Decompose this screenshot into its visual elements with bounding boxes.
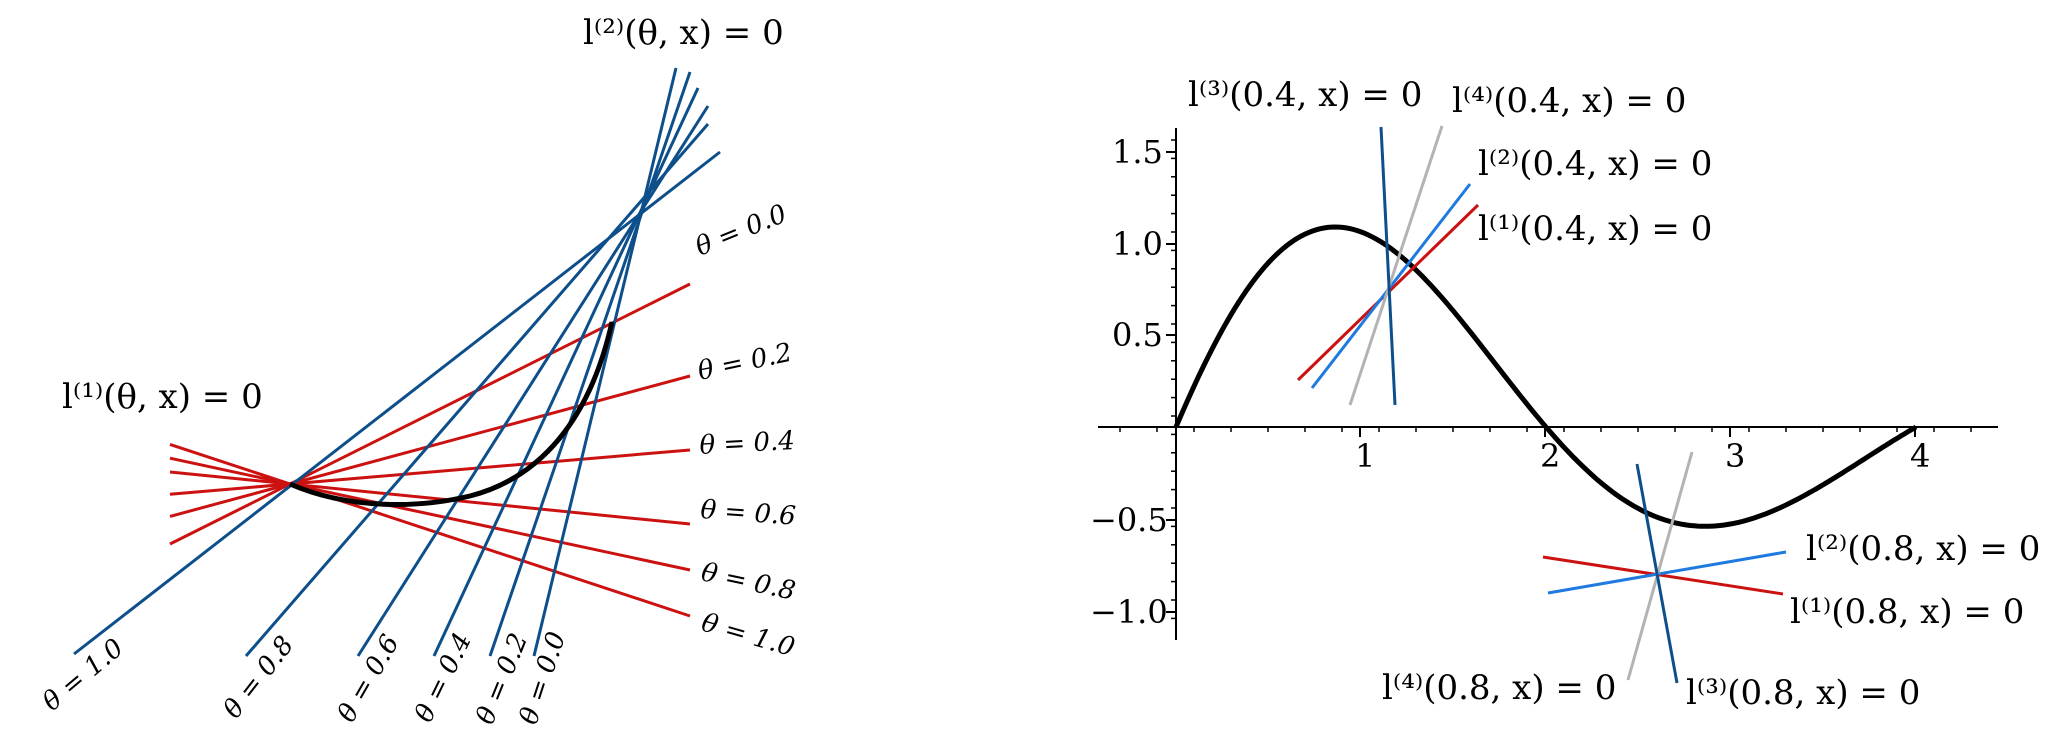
red-line bbox=[169, 442, 691, 618]
l1-label: l⁽¹⁾(θ, x) = 0 bbox=[62, 377, 263, 417]
label-l4-04: l⁽⁴⁾(0.4, x) = 0 bbox=[1452, 81, 1686, 121]
y-tick-label: 0.5 bbox=[1112, 316, 1163, 354]
right-panel: 1 2 3 4 1.5 1.0 0.5 −0.5 −1.0 l⁽³⁾(0.4, … bbox=[1090, 75, 2040, 713]
y-tick-label: −1.0 bbox=[1090, 593, 1168, 631]
solution-curve bbox=[289, 321, 615, 508]
red-theta-label: θ = 0.4 bbox=[699, 426, 796, 461]
blue-line bbox=[432, 87, 700, 657]
red-line bbox=[169, 456, 691, 572]
y-tick-label: −0.5 bbox=[1090, 501, 1168, 539]
label-l3-04: l⁽³⁾(0.4, x) = 0 bbox=[1188, 75, 1422, 115]
x-tick-label: 4 bbox=[1910, 437, 1930, 475]
blue-line bbox=[244, 123, 710, 657]
l2-label: l⁽²⁾(θ, x) = 0 bbox=[583, 13, 784, 53]
l2-line-0.4 bbox=[1310, 183, 1472, 389]
red-line bbox=[169, 448, 691, 496]
l4-line-0.8 bbox=[1626, 451, 1694, 681]
label-l2-08: l⁽²⁾(0.8, x) = 0 bbox=[1806, 529, 2040, 569]
l3-line-0.8 bbox=[1635, 463, 1679, 684]
blue-theta-label: θ = 0.8 bbox=[218, 631, 300, 725]
blue-line bbox=[356, 105, 710, 657]
label-l4-08: l⁽⁴⁾(0.8, x) = 0 bbox=[1382, 668, 1616, 708]
red-theta-label: θ = 0.8 bbox=[699, 558, 798, 607]
red-theta-label: θ = 1.0 bbox=[698, 608, 798, 663]
solution-curve bbox=[1173, 224, 1918, 529]
x-tick-label: 3 bbox=[1725, 437, 1745, 475]
blue-line bbox=[488, 71, 692, 657]
y-tick-label: 1.0 bbox=[1112, 225, 1163, 263]
red-line bbox=[169, 470, 691, 526]
red-theta-label: θ = 0.2 bbox=[695, 338, 794, 387]
l3-line-0.4 bbox=[1379, 126, 1397, 406]
y-tick-label: 1.5 bbox=[1112, 133, 1163, 171]
red-theta-label: θ = 0.0 bbox=[691, 199, 791, 263]
label-l1-08: l⁽¹⁾(0.8, x) = 0 bbox=[1790, 592, 2024, 632]
x-tick-label: 2 bbox=[1540, 437, 1560, 475]
label-l3-08: l⁽³⁾(0.8, x) = 0 bbox=[1686, 673, 1920, 713]
l1-line-0.8 bbox=[1542, 555, 1784, 596]
blue-line-family bbox=[73, 67, 721, 657]
x-tick-label: 1 bbox=[1355, 437, 1375, 475]
l2-line-0.8 bbox=[1547, 550, 1787, 595]
blue-line bbox=[532, 67, 678, 657]
label-l1-04: l⁽¹⁾(0.4, x) = 0 bbox=[1478, 209, 1712, 249]
blue-theta-label: θ = 0.6 bbox=[332, 630, 406, 728]
axis-ticks bbox=[1119, 139, 1972, 620]
red-theta-label: θ = 0.6 bbox=[700, 495, 797, 532]
blue-theta-label: θ = 0.4 bbox=[409, 628, 478, 727]
label-l2-04: l⁽²⁾(0.4, x) = 0 bbox=[1478, 144, 1712, 184]
left-panel: l⁽¹⁾(θ, x) = 0 l⁽²⁾(θ, x) = 0 θ = 0.0 θ … bbox=[37, 13, 798, 729]
l4-line-0.4 bbox=[1348, 125, 1444, 406]
